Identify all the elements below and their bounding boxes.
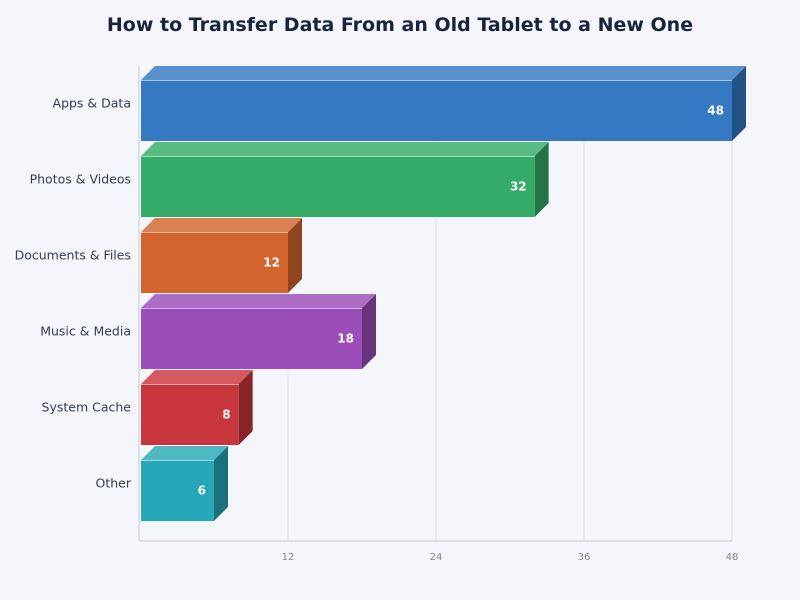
category-label: Photos & Videos bbox=[30, 172, 131, 187]
bar-top bbox=[141, 142, 549, 156]
bar-top bbox=[141, 294, 376, 308]
x-tick-label: 12 bbox=[282, 552, 295, 563]
data-label: 8 bbox=[222, 408, 230, 422]
bar-top bbox=[141, 218, 302, 232]
bar-side bbox=[534, 142, 549, 217]
x-tick-label: 24 bbox=[430, 552, 443, 563]
category-label: Music & Media bbox=[40, 324, 131, 339]
bar-side bbox=[238, 370, 253, 445]
bar-top bbox=[141, 66, 746, 80]
category-label: Other bbox=[96, 476, 132, 491]
data-label: 48 bbox=[707, 104, 724, 118]
data-label: 18 bbox=[337, 332, 354, 346]
category-label: System Cache bbox=[42, 400, 132, 415]
bar bbox=[141, 308, 362, 369]
category-label: Documents & Files bbox=[15, 248, 131, 263]
bar bbox=[141, 460, 214, 521]
bar bbox=[141, 384, 239, 445]
bar-top bbox=[141, 446, 228, 460]
bar-side bbox=[288, 218, 302, 293]
x-tick-label: 36 bbox=[578, 552, 591, 563]
category-label: Apps & Data bbox=[53, 96, 131, 111]
chart-title: How to Transfer Data From an Old Tablet … bbox=[106, 14, 694, 36]
bar-side bbox=[362, 294, 376, 369]
data-label: 32 bbox=[510, 180, 527, 194]
data-label: 6 bbox=[198, 484, 206, 498]
bar bbox=[141, 80, 732, 141]
bar bbox=[141, 156, 535, 217]
bar-side bbox=[214, 446, 228, 521]
x-tick-label: 48 bbox=[726, 552, 739, 563]
bar bbox=[141, 232, 288, 293]
bar-top bbox=[141, 370, 253, 384]
data-label: 12 bbox=[263, 256, 280, 270]
bar-side bbox=[732, 66, 746, 141]
